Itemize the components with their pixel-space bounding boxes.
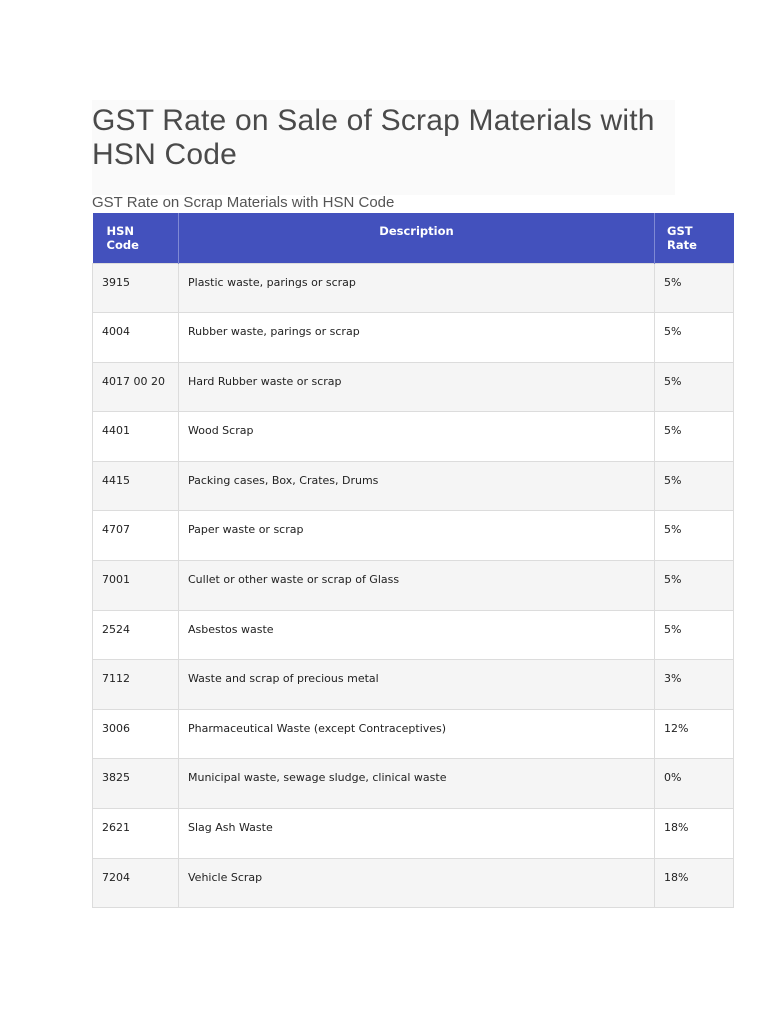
table-row: 3825 Municipal waste, sewage sludge, clin… <box>92 758 734 810</box>
hsn-code-cell: 3006 <box>92 708 179 760</box>
description-cell: Pharmaceutical Waste (except Contracepti… <box>178 708 655 760</box>
gst-rate-cell: 12% <box>654 708 734 760</box>
title-block: GST Rate on Sale of Scrap Materials with… <box>92 100 675 195</box>
gst-rate-cell: 5% <box>654 411 734 462</box>
hsn-code-cell: 7204 <box>92 857 179 909</box>
hsn-code-cell: 2524 <box>92 609 179 661</box>
description-cell: Vehicle Scrap <box>178 857 655 909</box>
table-row: 7112 Waste and scrap of precious metal 3% <box>92 659 734 710</box>
description-cell: Asbestos waste <box>178 609 655 661</box>
table-row: 4415 Packing cases, Box, Crates, Drums 5% <box>92 460 734 512</box>
gst-rate-cell: 5% <box>654 262 734 314</box>
table-row: 2524 Asbestos waste 5% <box>92 609 734 661</box>
gst-rate-cell: 5% <box>654 460 734 512</box>
gst-rate-cell: 0% <box>654 758 734 810</box>
gst-rate-cell: 5% <box>654 510 734 562</box>
hsn-code-cell: 4017 00 20 <box>92 361 179 413</box>
table-row: 4401 Wood Scrap 5% <box>92 411 734 462</box>
header-hsn-code: HSN Code <box>92 213 179 263</box>
hsn-code-cell: 4004 <box>92 312 179 363</box>
gst-rate-cell: 5% <box>654 312 734 363</box>
gst-rate-cell: 5% <box>654 609 734 661</box>
description-cell: Wood Scrap <box>178 411 655 462</box>
table-row: 7001 Cullet or other waste or scrap of Gl… <box>92 560 734 611</box>
description-cell: Hard Rubber waste or scrap <box>178 361 655 413</box>
gst-rate-cell: 18% <box>654 808 734 859</box>
description-cell: Plastic waste, parings or scrap <box>178 262 655 314</box>
description-cell: Paper waste or scrap <box>178 510 655 562</box>
hsn-code-cell: 3825 <box>92 758 179 810</box>
header-gst-rate: GST Rate <box>654 213 734 263</box>
gst-rate-cell: 5% <box>654 361 734 413</box>
description-cell: Slag Ash Waste <box>178 808 655 859</box>
table-row: 4004 Rubber waste, parings or scrap 5% <box>92 312 734 363</box>
table-row: 4017 00 20 Hard Rubber waste or scrap 5% <box>92 361 734 413</box>
gst-rate-cell: 3% <box>654 659 734 710</box>
hsn-code-cell: 2621 <box>92 808 179 859</box>
hsn-code-cell: 4401 <box>92 411 179 462</box>
table-row: 7204 Vehicle Scrap 18% <box>92 857 734 909</box>
hsn-code-cell: 3915 <box>92 262 179 314</box>
table-header-row: HSN Code Description GST Rate <box>92 213 734 263</box>
hsn-code-cell: 7001 <box>92 560 179 611</box>
description-cell: Rubber waste, parings or scrap <box>178 312 655 363</box>
header-description: Description <box>178 213 655 263</box>
table-caption: GST Rate on Scrap Materials with HSN Cod… <box>92 194 395 211</box>
gst-rate-cell: 18% <box>654 857 734 909</box>
description-cell: Cullet or other waste or scrap of Glass <box>178 560 655 611</box>
hsn-code-cell: 4415 <box>92 460 179 512</box>
hsn-code-cell: 4707 <box>92 510 179 562</box>
description-cell: Packing cases, Box, Crates, Drums <box>178 460 655 512</box>
gst-rate-cell: 5% <box>654 560 734 611</box>
gst-rate-table: HSN Code Description GST Rate 3915 Plasti… <box>92 213 734 909</box>
description-cell: Municipal waste, sewage sludge, clinical… <box>178 758 655 810</box>
table-row: 3006 Pharmaceutical Waste (except Contrac… <box>92 708 734 760</box>
table-row: 3915 Plastic waste, parings or scrap 5% <box>92 262 734 314</box>
hsn-code-cell: 7112 <box>92 659 179 710</box>
table-row: 4707 Paper waste or scrap 5% <box>92 510 734 562</box>
table-row: 2621 Slag Ash Waste 18% <box>92 808 734 859</box>
page-title: GST Rate on Sale of Scrap Materials with… <box>92 104 655 171</box>
description-cell: Waste and scrap of precious metal <box>178 659 655 710</box>
